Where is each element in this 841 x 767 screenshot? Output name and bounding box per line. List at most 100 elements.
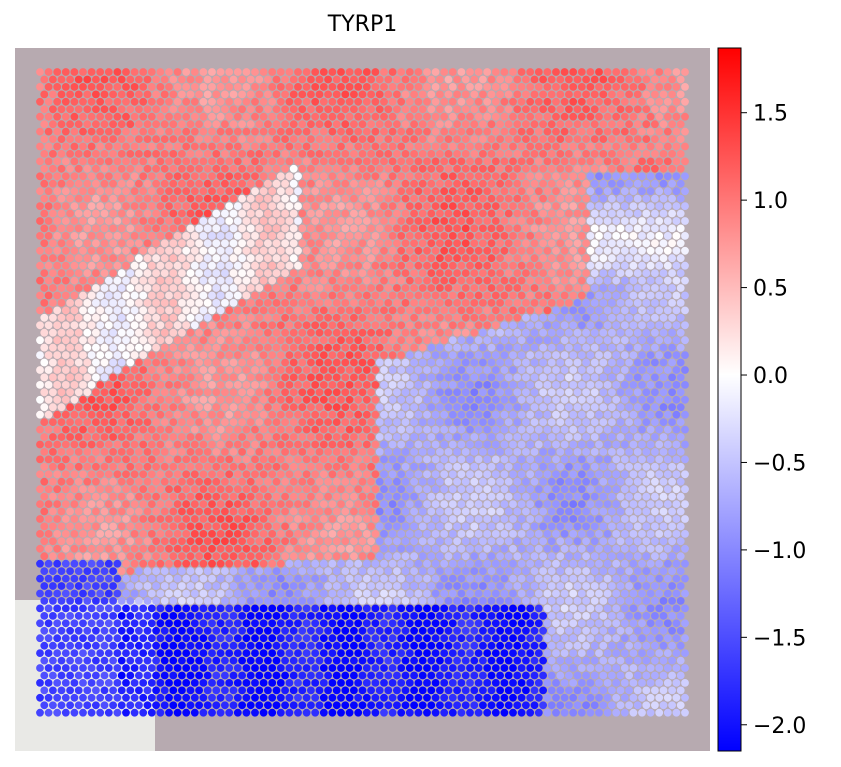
expression-spot — [504, 492, 513, 501]
expression-spot — [474, 112, 483, 121]
expression-spot — [483, 68, 492, 76]
expression-spot — [616, 75, 625, 84]
expression-spot — [70, 395, 79, 404]
expression-spot — [238, 164, 247, 173]
expression-spot — [517, 500, 526, 508]
expression-spot — [147, 276, 156, 285]
expression-spot — [122, 321, 130, 330]
expression-spot — [113, 410, 122, 419]
expression-spot — [599, 358, 608, 367]
expression-spot — [500, 306, 509, 315]
expression-spot — [315, 135, 324, 144]
expression-spot — [113, 291, 122, 300]
expression-spot — [44, 500, 53, 508]
expression-spot — [255, 284, 264, 292]
expression-spot — [178, 507, 186, 516]
expression-spot — [289, 492, 298, 501]
expression-spot — [560, 112, 569, 121]
expression-spot — [414, 172, 423, 181]
expression-spot — [655, 515, 664, 523]
expression-spot — [595, 172, 603, 181]
expression-spot — [182, 68, 191, 76]
expression-spot — [74, 477, 83, 486]
expression-spot — [655, 321, 664, 330]
expression-spot — [569, 381, 578, 389]
expression-spot — [444, 135, 453, 144]
expression-spot — [629, 68, 638, 76]
expression-spot — [526, 500, 535, 508]
expression-spot — [242, 381, 251, 389]
expression-spot — [565, 522, 573, 531]
expression-spot — [513, 224, 522, 233]
expression-spot — [92, 135, 100, 144]
expression-spot — [70, 83, 79, 91]
expression-spot — [143, 328, 152, 337]
expression-spot — [225, 336, 234, 345]
expression-spot — [135, 448, 143, 456]
expression-spot — [341, 537, 350, 546]
expression-spot — [479, 462, 487, 471]
expression-spot — [221, 343, 229, 352]
expression-spot — [375, 418, 384, 426]
expression-spot — [319, 217, 328, 225]
expression-spot — [427, 418, 436, 426]
expression-spot — [122, 440, 130, 449]
expression-spot — [87, 127, 96, 136]
expression-spot — [668, 284, 676, 292]
expression-spot — [242, 232, 251, 240]
expression-spot — [182, 321, 191, 330]
expression-spot — [608, 418, 616, 426]
expression-spot — [302, 485, 311, 494]
expression-spot — [238, 135, 247, 144]
expression-spot — [315, 105, 324, 114]
expression-spot — [337, 261, 345, 270]
expression-spot — [668, 313, 676, 322]
expression-spot — [242, 351, 251, 359]
expression-spot — [642, 433, 651, 441]
expression-spot — [552, 291, 560, 300]
expression-spot — [276, 291, 285, 300]
expression-spot — [608, 388, 616, 397]
expression-spot — [444, 537, 453, 546]
expression-spot — [130, 261, 139, 270]
expression-spot — [384, 418, 393, 426]
expression-spot — [337, 381, 345, 389]
expression-spot — [681, 321, 689, 330]
expression-spot — [543, 410, 552, 419]
expression-spot — [633, 75, 642, 84]
expression-spot — [401, 105, 410, 114]
expression-spot — [186, 209, 195, 218]
expression-spot — [638, 321, 646, 330]
expression-spot — [517, 395, 526, 404]
expression-spot — [281, 120, 289, 129]
expression-spot — [216, 470, 225, 479]
expression-spot — [651, 477, 659, 486]
expression-spot — [182, 440, 191, 449]
expression-spot — [440, 515, 449, 523]
expression-spot — [444, 358, 453, 367]
expression-spot — [410, 448, 418, 456]
expression-spot — [384, 492, 393, 501]
expression-spot — [311, 68, 320, 76]
expression-spot — [345, 381, 354, 389]
expression-spot — [332, 507, 341, 516]
expression-spot — [199, 485, 208, 494]
expression-spot — [169, 224, 178, 233]
expression-spot — [427, 194, 436, 203]
expression-spot — [272, 194, 281, 203]
expression-spot — [113, 440, 122, 449]
expression-spot — [302, 83, 311, 91]
expression-spot — [526, 410, 535, 419]
expression-spot — [143, 135, 152, 144]
expression-spot — [676, 164, 685, 173]
expression-spot — [66, 105, 74, 114]
expression-spot — [139, 321, 148, 330]
expression-spot — [315, 150, 324, 158]
expression-spot — [393, 239, 401, 248]
expression-spot — [160, 507, 169, 516]
expression-spot — [160, 179, 169, 188]
expression-spot — [487, 507, 496, 516]
expression-spot — [182, 500, 191, 508]
expression-spot — [341, 164, 350, 173]
expression-spot — [272, 388, 281, 397]
